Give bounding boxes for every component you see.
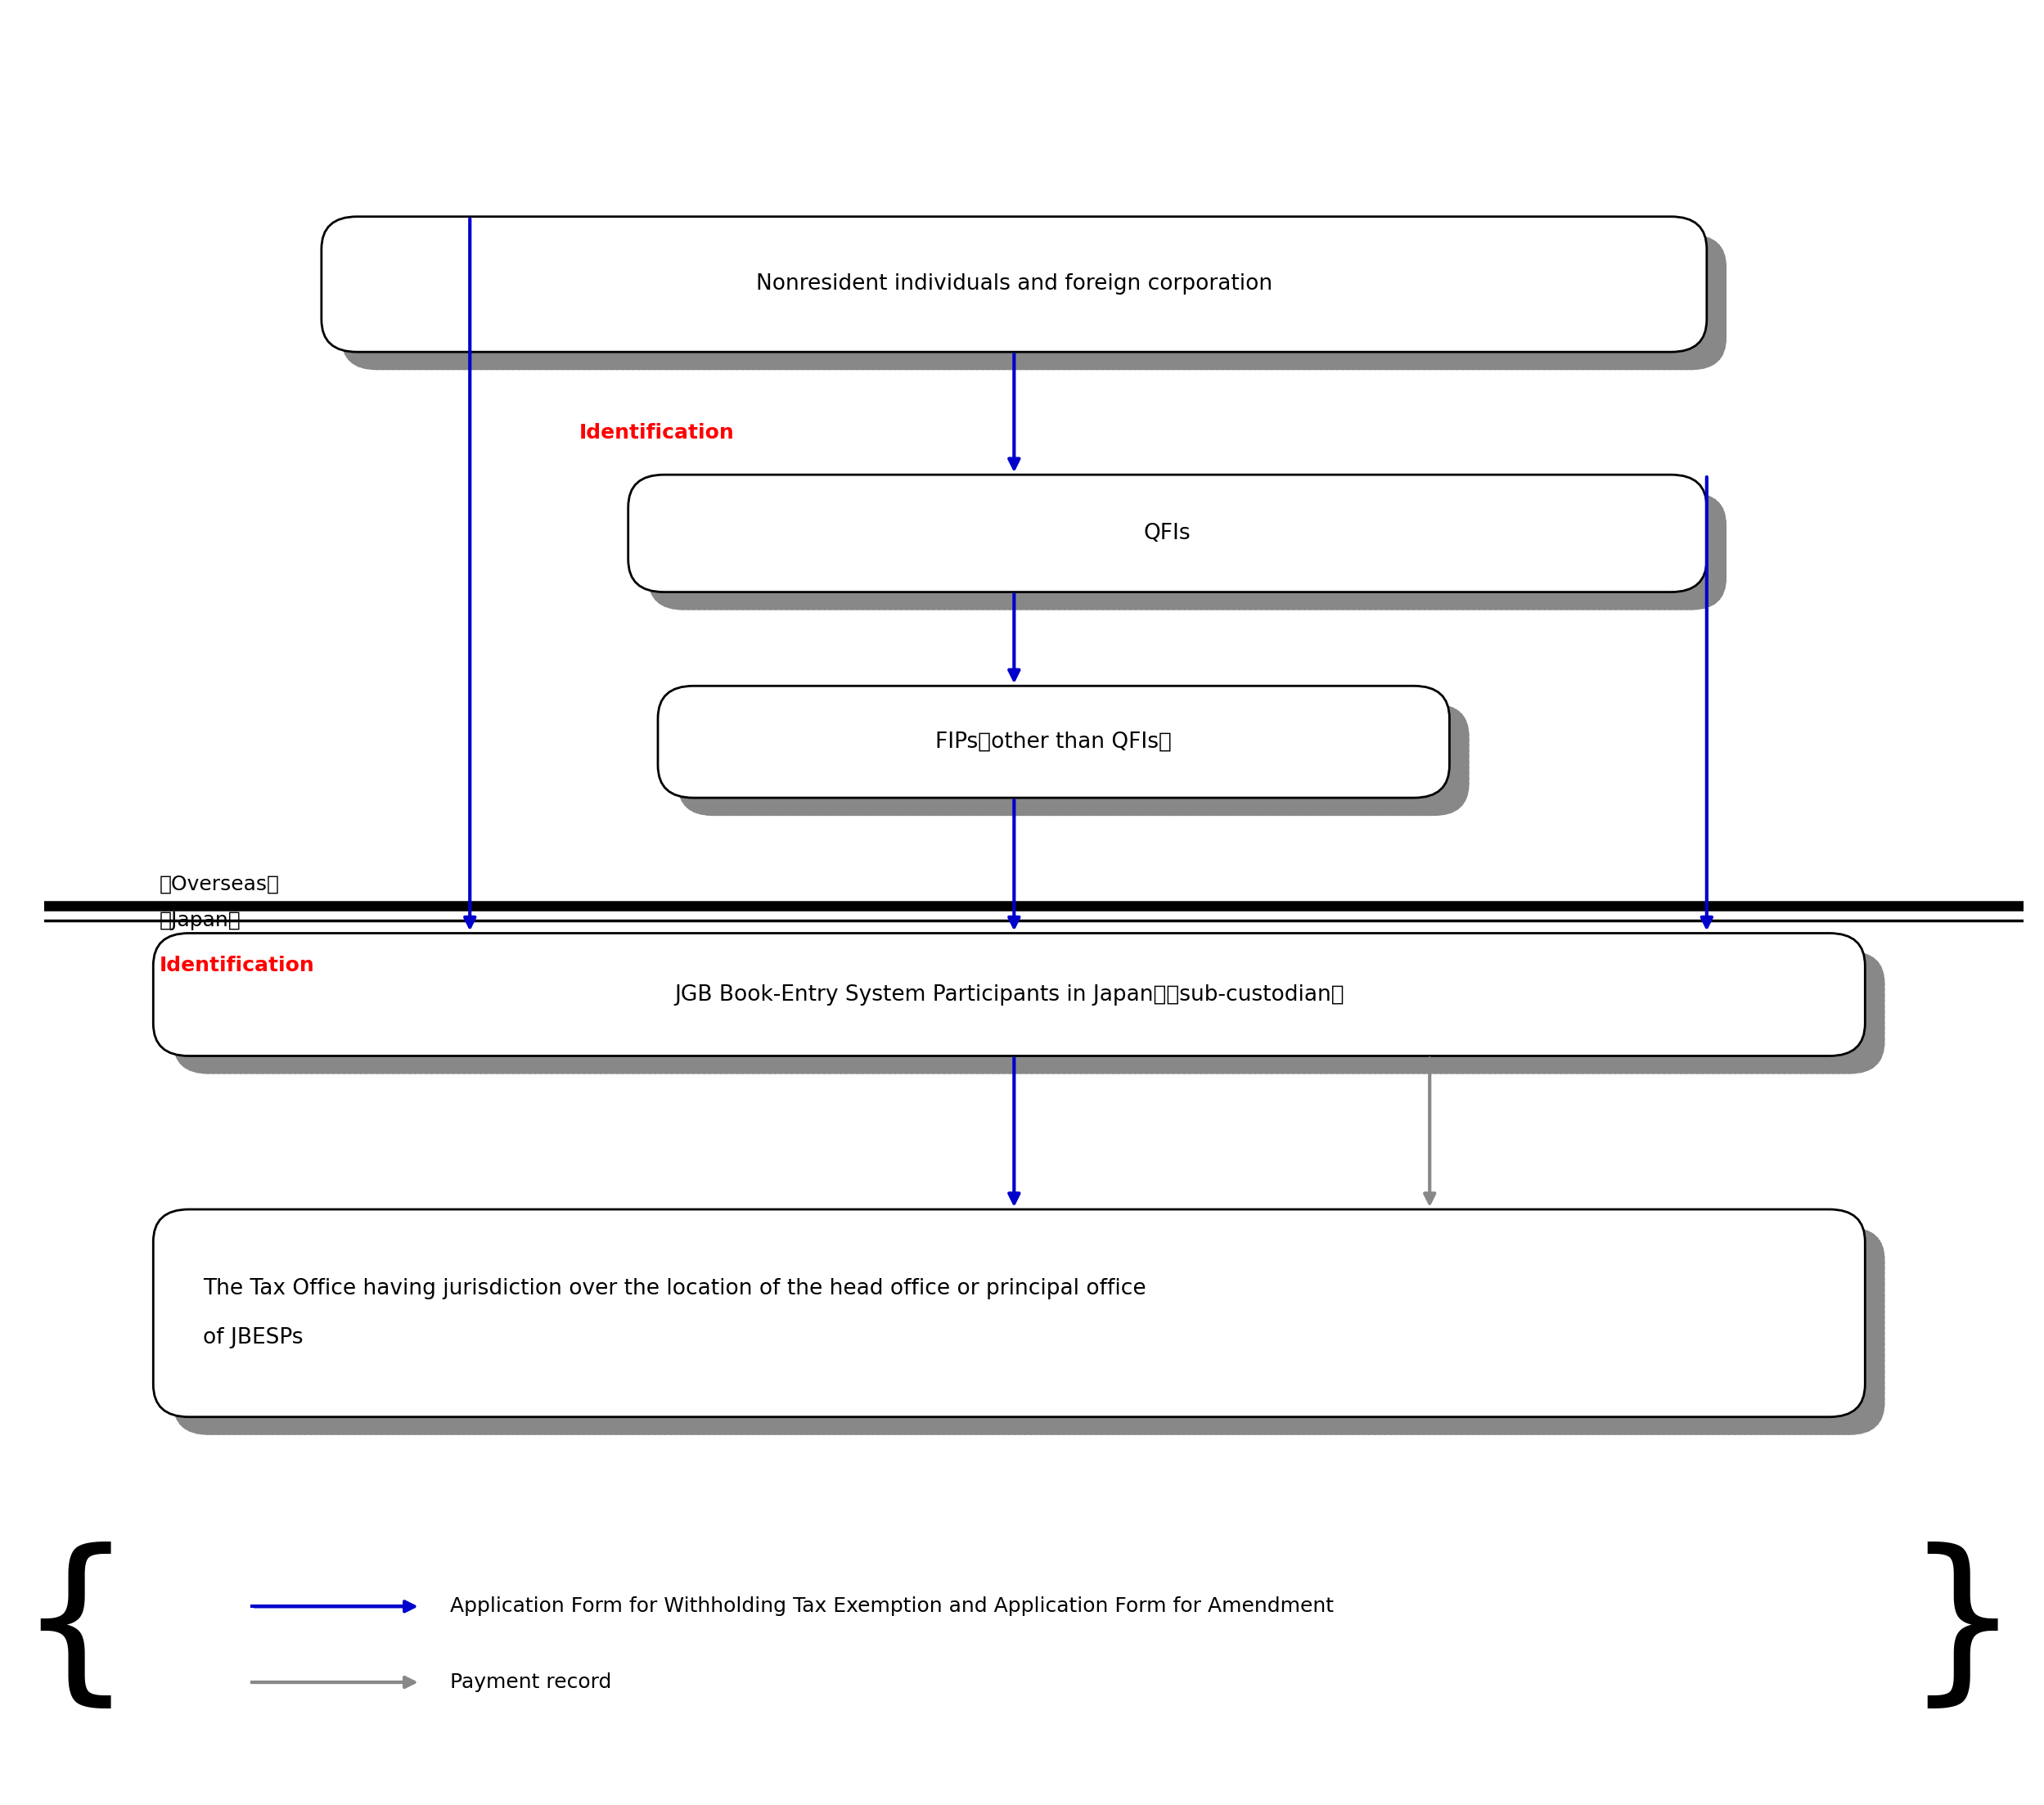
Text: The Tax Office having jurisdiction over the location of the head office or princ: The Tax Office having jurisdiction over … — [202, 1278, 1147, 1348]
FancyBboxPatch shape — [174, 951, 1885, 1074]
FancyBboxPatch shape — [153, 933, 1864, 1056]
FancyBboxPatch shape — [174, 1227, 1885, 1435]
Text: Nonresident individuals and foreign corporation: Nonresident individuals and foreign corp… — [756, 274, 1271, 294]
Text: Identification: Identification — [159, 957, 315, 975]
Text: }: } — [1905, 1541, 2019, 1717]
Text: （Overseas）: （Overseas） — [159, 875, 280, 893]
Text: Identification: Identification — [578, 424, 734, 442]
Text: {: { — [18, 1541, 133, 1717]
FancyBboxPatch shape — [321, 217, 1707, 352]
Text: FIPs（other than QFIs）: FIPs（other than QFIs） — [936, 731, 1171, 753]
FancyBboxPatch shape — [153, 1209, 1864, 1417]
FancyBboxPatch shape — [628, 475, 1707, 592]
Text: （Japan）: （Japan） — [159, 912, 241, 930]
Text: QFIs: QFIs — [1145, 523, 1192, 543]
Text: JGB Book-Entry System Participants in Japan　（sub-custodian）: JGB Book-Entry System Participants in Ja… — [675, 984, 1345, 1005]
Text: Payment record: Payment record — [450, 1673, 611, 1691]
Text: Application Form for Withholding Tax Exemption and Application Form for Amendmen: Application Form for Withholding Tax Exe… — [450, 1597, 1335, 1615]
FancyBboxPatch shape — [658, 686, 1449, 798]
FancyBboxPatch shape — [648, 493, 1727, 610]
FancyBboxPatch shape — [341, 235, 1727, 370]
FancyBboxPatch shape — [679, 704, 1470, 816]
